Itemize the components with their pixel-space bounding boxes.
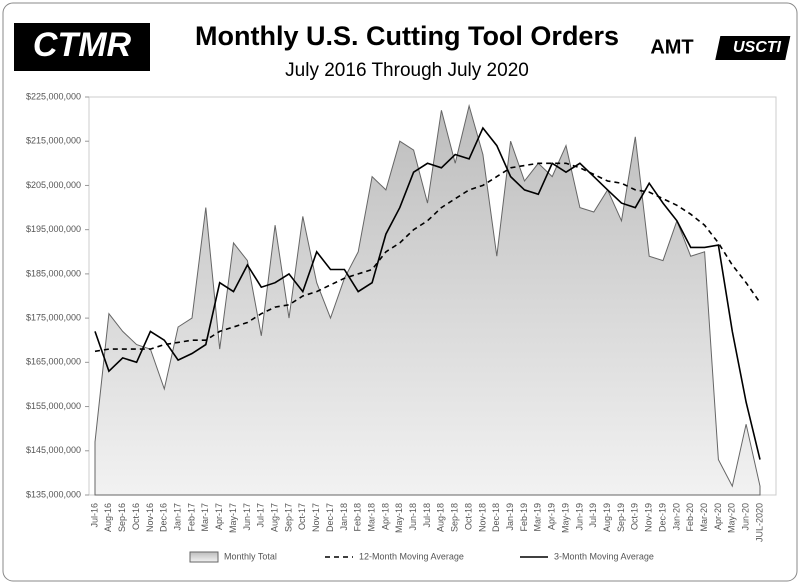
x-tick-label: JUL-2020 bbox=[754, 503, 764, 542]
x-tick-label: Oct-18 bbox=[463, 503, 473, 530]
x-tick-label: Nov-16 bbox=[145, 503, 155, 532]
y-tick-label: $225,000,000 bbox=[26, 91, 81, 101]
x-tick-label: Jul-18 bbox=[422, 503, 432, 528]
y-tick-label: $205,000,000 bbox=[26, 180, 81, 190]
x-tick-label: Mar-19 bbox=[533, 503, 543, 532]
legend-swatch bbox=[189, 551, 219, 563]
x-tick-label: Mar-20 bbox=[699, 503, 709, 532]
y-tick-label: $165,000,000 bbox=[26, 357, 81, 367]
x-tick-label: May-20 bbox=[727, 503, 737, 533]
ctmr-logo: CTMR bbox=[33, 26, 132, 64]
x-tick-label: Jun-20 bbox=[741, 503, 751, 531]
x-tick-label: Sep-17 bbox=[283, 503, 293, 532]
line bbox=[94, 162, 761, 353]
x-tick-label: Oct-16 bbox=[131, 503, 141, 530]
x-tick-label: May-17 bbox=[228, 503, 238, 533]
legend-label: 12-Month Moving Average bbox=[359, 551, 464, 561]
x-tick-label: Jun-18 bbox=[408, 503, 418, 531]
x-tick-label: Aug-18 bbox=[436, 503, 446, 532]
y-tick-label: $135,000,000 bbox=[26, 489, 81, 499]
x-tick-label: Sep-16 bbox=[117, 503, 127, 532]
x-tick-label: Dec-19 bbox=[657, 503, 667, 532]
x-tick-label: Feb-19 bbox=[519, 503, 529, 532]
y-tick-label: $175,000,000 bbox=[26, 312, 81, 322]
x-tick-label: Oct-19 bbox=[630, 503, 640, 530]
x-tick-label: Jun-17 bbox=[242, 503, 252, 531]
uscti-logo: USCTI bbox=[733, 39, 782, 56]
legend-label: 3-Month Moving Average bbox=[554, 551, 654, 561]
x-tick-label: Apr-17 bbox=[214, 503, 224, 530]
y-tick-label: $155,000,000 bbox=[26, 401, 81, 411]
x-tick-label: May-19 bbox=[560, 503, 570, 533]
x-tick-label: Aug-17 bbox=[269, 503, 279, 532]
line bbox=[94, 126, 761, 460]
x-tick-label: Jul-19 bbox=[588, 503, 598, 528]
x-tick-label: Nov-18 bbox=[477, 503, 487, 532]
x-tick-label: Apr-19 bbox=[547, 503, 557, 530]
x-tick-label: Aug-16 bbox=[103, 503, 113, 532]
chart-subtitle: July 2016 Through July 2020 bbox=[285, 60, 529, 81]
x-tick-label: Sep-19 bbox=[616, 503, 626, 532]
y-tick-label: $215,000,000 bbox=[26, 136, 81, 146]
x-tick-label: Jun-19 bbox=[574, 503, 584, 531]
x-tick-label: Jan-18 bbox=[339, 503, 349, 531]
uscti-logo-box bbox=[715, 36, 791, 60]
y-tick-label: $145,000,000 bbox=[26, 445, 81, 455]
x-tick-label: Feb-18 bbox=[353, 503, 363, 532]
x-tick-label: Jan-20 bbox=[671, 503, 681, 531]
x-tick-label: Oct-17 bbox=[297, 503, 307, 530]
x-tick-label: Apr-18 bbox=[380, 503, 390, 530]
amt-logo: AMT bbox=[650, 36, 693, 58]
x-tick-label: Mar-17 bbox=[200, 503, 210, 532]
x-tick-label: Feb-20 bbox=[685, 503, 695, 532]
x-tick-label: Jan-19 bbox=[505, 503, 515, 531]
x-tick-label: Dec-16 bbox=[159, 503, 169, 532]
x-tick-label: Nov-17 bbox=[311, 503, 321, 532]
x-tick-label: May-18 bbox=[394, 503, 404, 533]
x-tick-label: Dec-18 bbox=[491, 503, 501, 532]
chart-title: Monthly U.S. Cutting Tool Orders bbox=[195, 21, 619, 51]
x-tick-label: Feb-17 bbox=[186, 503, 196, 532]
x-tick-label: Jul-17 bbox=[256, 503, 266, 528]
area bbox=[94, 103, 761, 496]
y-tick-label: $195,000,000 bbox=[26, 224, 81, 234]
legend-label: Monthly Total bbox=[224, 551, 277, 561]
x-tick-label: Nov-19 bbox=[644, 503, 654, 532]
x-tick-label: Aug-19 bbox=[602, 503, 612, 532]
x-tick-label: Mar-18 bbox=[366, 503, 376, 532]
x-tick-label: Jul-16 bbox=[89, 503, 99, 528]
x-tick-label: Dec-17 bbox=[325, 503, 335, 532]
x-tick-label: Jan-17 bbox=[173, 503, 183, 531]
x-tick-label: Apr-20 bbox=[713, 503, 723, 530]
ctmr-logo-box bbox=[14, 23, 150, 71]
y-tick-label: $185,000,000 bbox=[26, 268, 81, 278]
x-tick-label: Sep-18 bbox=[450, 503, 460, 532]
